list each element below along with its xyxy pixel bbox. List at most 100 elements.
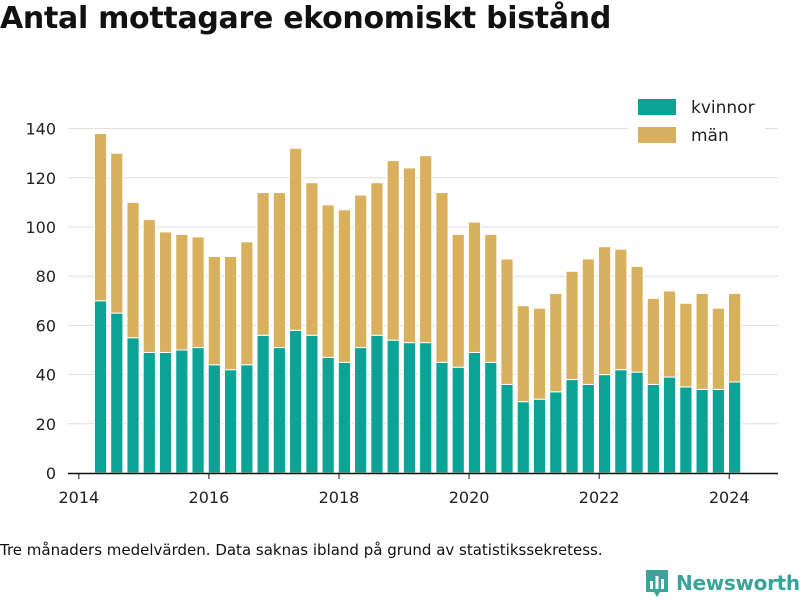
bar-kvinnor — [337, 361, 352, 474]
bar-män — [256, 192, 270, 336]
bar-kvinnor — [614, 369, 628, 474]
bar-kvinnor — [305, 334, 319, 474]
bar-kvinnor — [646, 383, 660, 474]
legend-swatch-män — [638, 127, 676, 143]
bar-kvinnor — [321, 356, 335, 474]
bar-män — [337, 209, 352, 363]
bar-kvinnor — [93, 300, 108, 474]
bar-kvinnor — [126, 337, 140, 474]
bar-män — [467, 221, 482, 353]
bar-män — [565, 270, 579, 381]
bar-män — [728, 292, 742, 383]
legend-swatch-kvinnor — [638, 99, 676, 115]
bar-män — [435, 192, 449, 363]
bar-män — [240, 241, 254, 366]
bar-kvinnor — [207, 364, 221, 474]
bar-kvinnor — [597, 374, 612, 474]
bar-kvinnor — [516, 401, 530, 474]
bar-kvinnor — [354, 347, 368, 474]
bar-män — [272, 192, 286, 349]
bar-chart-logo-icon — [646, 570, 668, 597]
bars — [93, 133, 742, 474]
bar-män — [175, 233, 189, 351]
bar-män — [223, 256, 238, 371]
bar-kvinnor — [532, 398, 547, 474]
bar-kvinnor — [500, 383, 514, 474]
bar-män — [402, 167, 417, 344]
legend-label-kvinnor: kvinnor — [691, 98, 755, 118]
bar-kvinnor — [289, 329, 303, 474]
bar-män — [663, 290, 677, 378]
bar-kvinnor — [175, 349, 189, 474]
bar-män — [711, 307, 725, 390]
bar-män — [142, 219, 156, 353]
bar-män — [614, 248, 628, 371]
bar-män — [419, 155, 433, 344]
bar-män — [354, 194, 368, 349]
y-tick-label: 80 — [36, 267, 56, 286]
bar-män — [695, 292, 709, 390]
bar-män — [305, 182, 319, 336]
chart-title: Antal mottagare ekonomiskt bistånd — [0, 1, 612, 36]
y-tick-label: 0 — [46, 464, 56, 483]
footnote: Tre månaders medelvärden. Data saknas ib… — [0, 541, 603, 559]
bar-kvinnor — [484, 361, 498, 474]
y-tick-label: 60 — [36, 316, 56, 335]
bar-kvinnor — [467, 351, 482, 474]
bar-män — [630, 265, 644, 373]
bar-män — [532, 307, 547, 400]
x-tick-label: 2018 — [319, 488, 360, 507]
y-tick-label: 140 — [25, 120, 56, 139]
bar-män — [126, 201, 140, 339]
axes: 0 20 40 60 80 100 120 140 2014 2016 2018 2020 2022 20… — [25, 120, 778, 507]
bar-kvinnor — [110, 312, 124, 474]
bar-kvinnor — [223, 369, 238, 474]
bar-män — [646, 297, 660, 385]
bar-män — [321, 204, 335, 358]
bar-kvinnor — [240, 364, 254, 474]
x-tick-label: 2016 — [189, 488, 230, 507]
bar-kvinnor — [630, 371, 644, 474]
y-tick-label: 20 — [36, 415, 56, 434]
stacked-bar-chart: 0 20 40 60 80 100 120 140 2014 2016 2018 2020 2022 20… — [25, 92, 778, 507]
bar-män — [370, 182, 384, 336]
bar-män — [93, 133, 108, 302]
y-tick-label: 120 — [25, 169, 56, 188]
x-tick-label: 2024 — [709, 488, 750, 507]
bar-kvinnor — [435, 361, 449, 474]
bar-kvinnor — [191, 347, 205, 474]
bar-kvinnor — [695, 388, 709, 474]
legend-label-män: män — [691, 126, 729, 146]
bar-kvinnor — [711, 388, 725, 474]
bar-män — [581, 258, 595, 385]
bar-kvinnor — [370, 334, 384, 474]
bar-kvinnor — [451, 366, 465, 474]
brand-name: Newsworthy — [676, 571, 800, 595]
x-tick-label: 2022 — [579, 488, 620, 507]
bar-män — [484, 233, 498, 363]
bar-kvinnor — [256, 334, 270, 474]
bar-män — [500, 258, 514, 385]
bar-män — [516, 305, 530, 403]
bar-kvinnor — [158, 351, 173, 474]
bar-män — [597, 246, 612, 376]
bar-män — [549, 292, 563, 393]
brand-logo: Newsworthy — [644, 568, 800, 598]
legend: kvinnor män — [628, 92, 765, 154]
bar-män — [191, 236, 205, 349]
bar-kvinnor — [142, 351, 156, 474]
bar-kvinnor — [663, 376, 677, 474]
bar-män — [289, 147, 303, 331]
x-tick-label: 2020 — [449, 488, 490, 507]
bar-män — [451, 233, 465, 368]
bar-kvinnor — [549, 391, 563, 474]
bar-män — [679, 302, 693, 388]
bar-män — [158, 231, 173, 353]
bar-män — [207, 256, 221, 366]
bar-kvinnor — [679, 386, 693, 474]
bar-kvinnor — [386, 339, 400, 474]
y-tick-label: 100 — [25, 218, 56, 237]
bar-kvinnor — [581, 383, 595, 474]
x-tick-label: 2014 — [58, 488, 99, 507]
bar-män — [386, 160, 400, 341]
